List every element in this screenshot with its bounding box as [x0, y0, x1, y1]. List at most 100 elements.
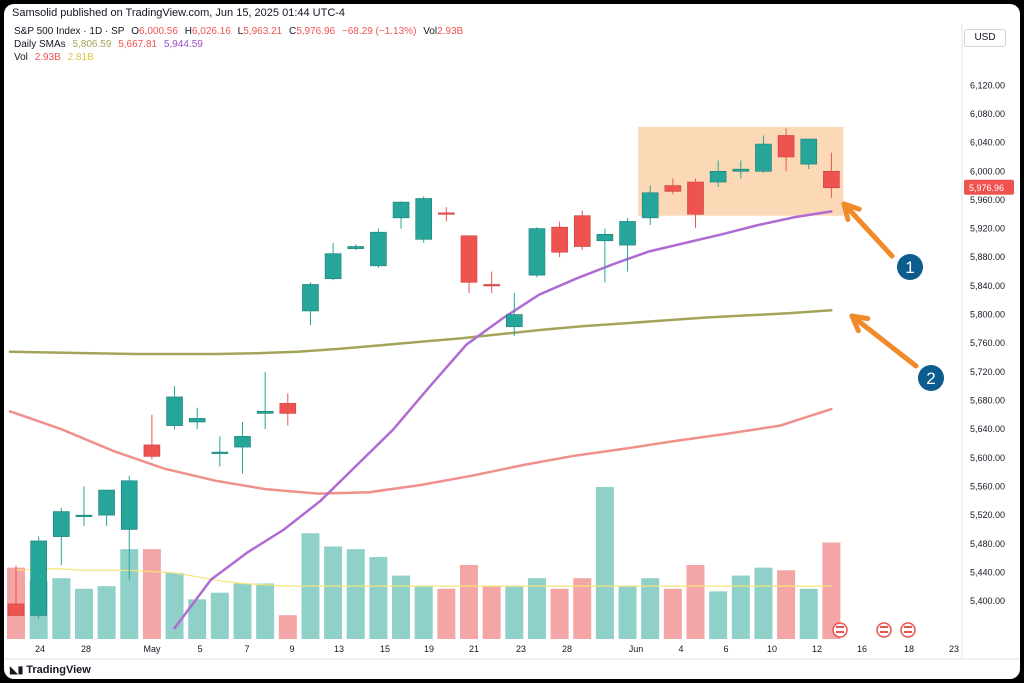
volume-bar: [731, 575, 750, 639]
price-chart[interactable]: 6,120.00 6,080.00 6,040.00 6,000.00 5,960.00…: [4, 4, 1020, 679]
volume-bar: [777, 570, 796, 639]
sma-legend[interactable]: Daily SMAs 5,806.59 5,667.81 5,944.59: [14, 39, 207, 50]
price-tick-label: 5,400.00: [970, 596, 1005, 606]
change-value: −68.29 (−1.13%): [341, 26, 417, 37]
price-tick-label: 6,000.00: [970, 166, 1005, 176]
price-tick-label: 5,840.00: [970, 281, 1005, 291]
high-label: H: [184, 26, 192, 37]
volume-legend[interactable]: Vol 2.93B 2.81B: [14, 52, 98, 63]
candle-body: [347, 246, 365, 249]
time-tick-label: 9: [289, 644, 294, 654]
sma-purple-value: 5,944.59: [163, 39, 203, 50]
candle-body: [596, 234, 614, 242]
sma-olive-value: 5,806.59: [72, 39, 112, 50]
price-tick-label: 5,560.00: [970, 481, 1005, 491]
candle-body: [438, 212, 455, 215]
volume-label: Vol: [14, 52, 28, 63]
volume-bar: [278, 615, 297, 639]
volume-ma-line: [15, 568, 832, 587]
price-tick-label: 5,960.00: [970, 195, 1005, 205]
annotation-marker-2-label: 2: [926, 369, 935, 388]
price-tick-label: 5,640.00: [970, 424, 1005, 434]
high-value: 6,026.16: [191, 26, 231, 37]
volume-bar: [822, 542, 841, 639]
candle-body: [551, 226, 568, 253]
time-tick-label: 23: [949, 644, 959, 654]
volume-bar: [324, 546, 343, 639]
volume-ma-value: 2.81B: [67, 52, 94, 63]
volume-bar: [595, 487, 614, 639]
candle-body: [143, 444, 161, 457]
tradingview-logo: ◣▮ TradingView: [10, 664, 91, 676]
volume-bar: [482, 586, 501, 639]
low-label: L: [237, 26, 244, 37]
volume-bar: [142, 549, 161, 639]
volume-bar: [709, 591, 728, 639]
time-tick-label: 19: [424, 644, 434, 654]
price-tick-label: 6,120.00: [970, 80, 1005, 90]
publish-info: Samsolid published on TradingView.com, J…: [12, 7, 346, 19]
close-value: 5,976.96: [296, 26, 336, 37]
event-flag-stripe: [836, 631, 844, 633]
time-tick-label: 28: [562, 644, 572, 654]
price-tick-label: 5,880.00: [970, 252, 1005, 262]
candle-body: [641, 192, 659, 219]
candle-body: [777, 135, 795, 158]
event-flag-icon: [900, 622, 916, 638]
low-value: 5,963.21: [243, 26, 283, 37]
volume-bar: [686, 564, 705, 639]
candle-body: [166, 396, 183, 426]
volume-bar: [120, 549, 139, 639]
candle-body: [370, 231, 387, 267]
candle-body: [800, 138, 818, 165]
symbol-name[interactable]: S&P 500 Index · 1D · SP: [14, 26, 125, 37]
volume-bar: [233, 583, 252, 639]
volume-value: 2.93B: [34, 52, 61, 63]
time-tick-label: 28: [81, 644, 91, 654]
candle-body: [755, 143, 772, 172]
symbol-legend: S&P 500 Index · 1D · SP O6,000.56 H6,026…: [14, 26, 467, 37]
candle-body: [234, 436, 251, 448]
annotation-marker-1: [897, 254, 923, 280]
candle-body: [483, 284, 500, 287]
candle-body: [687, 181, 704, 215]
last-price-label: 5,976.96: [969, 183, 1004, 193]
vol-value: 2.93B: [437, 26, 464, 37]
volume-bar: [527, 578, 546, 639]
candle-body: [279, 403, 297, 414]
price-tick-label: 6,040.00: [970, 138, 1005, 148]
annotation-marker-2: [918, 365, 944, 391]
annotation-arrow-2: [849, 313, 919, 369]
candle-body: [664, 185, 682, 192]
close-label: C: [288, 26, 297, 37]
sma-red-line: [8, 407, 833, 495]
event-flag-stripe: [836, 626, 844, 628]
candle-body: [619, 221, 636, 246]
candle-body: [823, 170, 840, 189]
candle-body: [460, 235, 478, 283]
time-tick-label: 15: [380, 644, 390, 654]
brand-name: TradingView: [26, 664, 91, 676]
chart-panel: Samsolid published on TradingView.com, J…: [4, 4, 1020, 679]
sma-red-value: 5,667.81: [118, 39, 158, 50]
time-tick-label: 24: [35, 644, 45, 654]
annotation-arrow-1-head: [841, 201, 862, 223]
currency-button[interactable]: USD: [964, 29, 1006, 47]
annotation-arrow-1: [841, 201, 895, 259]
volume-bar: [641, 578, 660, 639]
annotation-marker-1-label: 1: [905, 258, 914, 277]
time-tick-label: Jun: [629, 644, 644, 654]
volume-bar: [460, 564, 478, 639]
volume-bar: [74, 588, 93, 639]
volume-bar: [188, 599, 207, 639]
open-label: O: [131, 26, 139, 37]
annotation-arrow-2-head: [849, 313, 871, 334]
price-tick-label: 5,520.00: [970, 510, 1005, 520]
price-tick-label: 5,440.00: [970, 567, 1005, 577]
candle-body: [324, 253, 342, 280]
candle-body: [188, 418, 206, 423]
event-flag-stripe: [904, 631, 912, 633]
volume-bar: [52, 578, 71, 639]
volume-bar: [550, 588, 569, 639]
